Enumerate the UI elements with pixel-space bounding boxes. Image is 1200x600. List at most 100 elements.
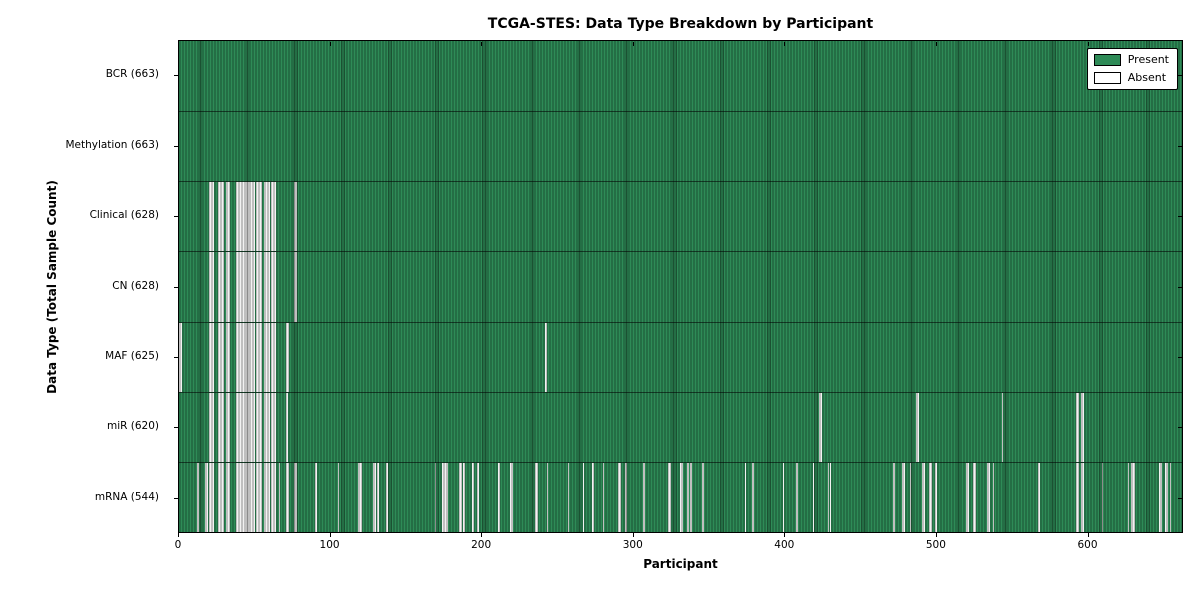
absent-bar — [241, 182, 243, 252]
absent-bar — [209, 462, 211, 532]
absent-bar — [251, 182, 254, 252]
absent-bar — [829, 462, 831, 532]
absent-bar — [263, 322, 266, 392]
absent-bar — [242, 392, 245, 462]
absent-bar — [221, 322, 223, 392]
absent-bar — [212, 392, 214, 462]
absent-bar — [619, 462, 621, 532]
absent-bar — [1082, 392, 1084, 462]
tick-mark — [1177, 145, 1182, 147]
absent-bar — [236, 322, 238, 392]
absent-bar — [239, 392, 241, 462]
absent-bar — [1165, 462, 1167, 532]
x-tick-label-400: 400 — [774, 539, 795, 551]
absent-bar — [377, 462, 379, 532]
absent-bar — [818, 392, 821, 462]
absent-bar — [893, 462, 895, 532]
absent-bar — [274, 182, 276, 252]
absent-bar — [274, 252, 276, 322]
tick-mark — [174, 497, 178, 499]
absent-bar — [225, 182, 228, 252]
absent-bar — [442, 462, 444, 532]
absent-bar — [247, 182, 249, 252]
absent-bar — [239, 462, 241, 532]
row-Methylation — [179, 111, 1182, 182]
absent-bar — [266, 252, 269, 322]
absent-bar — [253, 322, 255, 392]
absent-bar — [434, 462, 437, 532]
absent-bar — [315, 462, 317, 532]
absent-bar — [265, 322, 267, 392]
absent-bar — [222, 182, 225, 252]
legend-label-present: Present — [1127, 53, 1169, 66]
absent-bar — [359, 462, 361, 532]
absent-bar — [236, 182, 238, 252]
absent-bar — [1082, 462, 1084, 532]
absent-bar — [1076, 462, 1078, 532]
absent-bar — [228, 392, 231, 462]
absent-bar — [278, 462, 281, 532]
absent-bar — [260, 182, 263, 252]
absent-bar — [209, 252, 211, 322]
absent-bar — [245, 462, 248, 532]
absent-bar — [242, 462, 245, 532]
absent-bar — [241, 392, 243, 462]
absent-bar — [251, 252, 254, 322]
absent-bar — [242, 182, 245, 252]
absent-bar — [272, 322, 275, 392]
absent-bar — [293, 462, 296, 532]
absent-bar — [257, 392, 260, 462]
row-Clinical — [179, 181, 1182, 252]
row-miR — [179, 391, 1182, 462]
absent-bar — [263, 462, 266, 532]
absent-bar — [227, 322, 229, 392]
absent-bar — [218, 462, 220, 532]
absent-bar — [268, 182, 270, 252]
absent-bar — [245, 252, 248, 322]
absent-bar — [268, 392, 270, 462]
legend-label-absent: Absent — [1127, 71, 1167, 84]
y-tick-label-Methylation: Methylation (663) — [65, 138, 159, 151]
absent-bar — [460, 462, 462, 532]
absent-bar — [477, 462, 479, 532]
absent-bar — [209, 322, 211, 392]
absent-bar — [242, 322, 245, 392]
absent-bar — [988, 462, 990, 532]
tick-mark — [1177, 356, 1182, 358]
absent-bar — [1132, 462, 1134, 532]
absent-bar — [445, 462, 447, 532]
absent-bar — [239, 322, 241, 392]
absent-bar — [236, 252, 238, 322]
absent-bar — [209, 392, 211, 462]
absent-bar — [1133, 462, 1136, 532]
absent-bar — [238, 252, 240, 322]
absent-bar — [239, 182, 241, 252]
absent-bar — [219, 392, 222, 462]
absent-bar — [212, 462, 214, 532]
x-tick-label-500: 500 — [925, 539, 946, 551]
absent-bar — [228, 322, 231, 392]
absent-bar — [266, 182, 269, 252]
absent-bar — [286, 392, 288, 462]
absent-bar — [690, 462, 692, 532]
absent-bar — [250, 182, 252, 252]
y-tick-label-miR: miR (620) — [106, 420, 159, 433]
tick-mark — [1177, 286, 1182, 288]
absent-bar — [286, 462, 288, 532]
absent-bar — [248, 322, 251, 392]
absent-bar — [210, 392, 213, 462]
legend-entry-absent: Absent — [1093, 71, 1169, 84]
absent-bar — [210, 182, 213, 252]
x-axis-label: Participant — [643, 557, 718, 571]
absent-bar — [244, 322, 246, 392]
absent-bar — [248, 462, 251, 532]
absent-bar — [1080, 392, 1083, 462]
absent-bar — [274, 392, 276, 462]
tick-mark — [481, 41, 483, 46]
absent-bar — [219, 252, 222, 322]
absent-bar — [244, 392, 246, 462]
absent-bar — [227, 392, 229, 462]
x-tick-label-200: 200 — [471, 539, 492, 551]
plot-area: Present Absent — [178, 40, 1183, 533]
absent-bar — [225, 392, 228, 462]
